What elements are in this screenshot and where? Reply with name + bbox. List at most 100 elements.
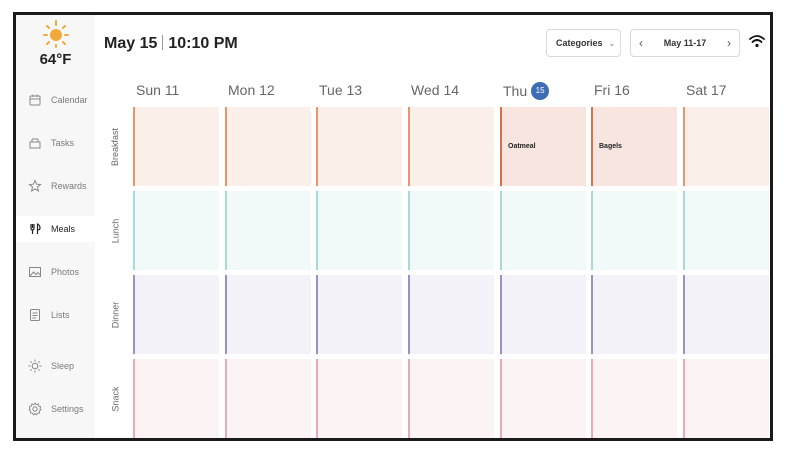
day-header-wed: Wed 14 xyxy=(411,82,459,98)
meal-row-label-text: Snack xyxy=(110,385,121,412)
meal-cell-lunch-sun[interactable] xyxy=(133,191,219,270)
sidebar-item-label: Meals xyxy=(51,224,76,234)
meal-row-label-lunch: Lunch xyxy=(108,191,122,270)
photos-icon xyxy=(29,267,41,277)
meal-cell-snack-thu[interactable] xyxy=(500,359,586,438)
meal-color-bar xyxy=(500,191,502,270)
day-header-tue: Tue 13 xyxy=(319,82,362,98)
meal-row-label-text: Dinner xyxy=(110,301,121,328)
chevron-down-icon: ⌄ xyxy=(608,38,616,48)
meals-icon xyxy=(30,223,41,234)
day-name: Tue xyxy=(319,82,343,98)
day-number: 12 xyxy=(259,82,275,98)
meal-color-bar xyxy=(500,275,502,354)
categories-dropdown[interactable]: Categories ⌄ xyxy=(546,29,621,57)
meal-color-bar xyxy=(133,107,135,186)
meal-color-bar xyxy=(316,359,318,438)
meal-row-label-text: Lunch xyxy=(110,218,120,243)
meal-cell-lunch-mon[interactable] xyxy=(225,191,311,270)
sidebar-item-lists[interactable]: Lists xyxy=(16,302,95,328)
day-number: 11 xyxy=(164,82,180,98)
meal-row-label-breakfast: Breakfast xyxy=(108,107,122,186)
meal-color-bar xyxy=(316,191,318,270)
tasks-icon xyxy=(29,138,41,149)
current-date: May 15 xyxy=(104,35,158,52)
day-header-sat: Sat 17 xyxy=(686,82,726,98)
meal-cell-dinner-sat[interactable] xyxy=(683,275,769,354)
meal-cell-dinner-wed[interactable] xyxy=(408,275,494,354)
meal-cell-breakfast-wed[interactable] xyxy=(408,107,494,186)
sidebar-item-photos[interactable]: Photos xyxy=(16,259,95,285)
meal-cell-dinner-fri[interactable] xyxy=(591,275,677,354)
calendar-icon xyxy=(29,94,41,106)
sidebar-item-rewards[interactable]: Rewards xyxy=(16,173,95,199)
day-number: 13 xyxy=(346,82,363,98)
meal-color-bar xyxy=(225,191,227,270)
meal-color-bar xyxy=(408,191,410,270)
datetime-divider xyxy=(162,35,164,50)
temperature: 64°F xyxy=(39,51,72,68)
meal-cell-breakfast-tue[interactable] xyxy=(316,107,402,186)
chevron-left-icon[interactable]: ‹ xyxy=(639,36,643,50)
current-time: 10:10 PM xyxy=(168,35,238,52)
meal-cell-lunch-wed[interactable] xyxy=(408,191,494,270)
day-number: 17 xyxy=(710,82,727,98)
meal-cell-breakfast-thu[interactable]: Oatmeal xyxy=(500,107,586,186)
meal-cell-snack-fri[interactable] xyxy=(591,359,677,438)
sun-icon xyxy=(42,20,69,48)
wifi-icon xyxy=(749,35,765,48)
meal-cell-dinner-tue[interactable] xyxy=(316,275,402,354)
meal-color-bar xyxy=(500,107,502,186)
day-name: Sun xyxy=(136,82,161,98)
categories-label: Categories xyxy=(556,38,603,48)
meal-cell-breakfast-fri[interactable]: Bagels xyxy=(591,107,677,186)
meal-cell-snack-wed[interactable] xyxy=(408,359,494,438)
meal-color-bar xyxy=(591,275,593,354)
meal-cell-snack-sat[interactable] xyxy=(683,359,769,438)
rewards-icon xyxy=(28,179,42,193)
sidebar-item-label: Settings xyxy=(51,404,84,414)
meal-color-bar xyxy=(133,359,135,438)
meal-row-label-dinner: Dinner xyxy=(108,275,122,354)
meal-color-bar xyxy=(408,107,410,186)
meal-cell-snack-mon[interactable] xyxy=(225,359,311,438)
meal-color-bar xyxy=(316,107,318,186)
meal-entry[interactable]: Bagels xyxy=(599,143,622,150)
meal-cell-dinner-mon[interactable] xyxy=(225,275,311,354)
meal-cell-breakfast-sun[interactable] xyxy=(133,107,219,186)
meal-color-bar xyxy=(683,359,685,438)
sidebar-item-meals[interactable]: Meals xyxy=(16,216,95,242)
meal-cell-lunch-sat[interactable] xyxy=(683,191,769,270)
meal-cell-breakfast-sat[interactable] xyxy=(683,107,769,186)
sidebar-item-calendar[interactable]: Calendar xyxy=(16,87,95,113)
meal-cell-dinner-thu[interactable] xyxy=(500,275,586,354)
sidebar-item-label: Lists xyxy=(51,310,70,320)
day-header-mon: Mon 12 xyxy=(228,82,275,98)
week-navigator: ‹ May 11-17 › xyxy=(630,29,740,57)
meal-color-bar xyxy=(133,191,135,270)
meal-cell-breakfast-mon[interactable] xyxy=(225,107,311,186)
meal-cell-snack-tue[interactable] xyxy=(316,359,402,438)
meal-cell-lunch-fri[interactable] xyxy=(591,191,677,270)
day-header-thu: Thu 15 xyxy=(503,82,550,100)
sidebar-item-label: Tasks xyxy=(51,138,75,148)
sidebar-item-tasks[interactable]: Tasks xyxy=(16,130,95,156)
sidebar-item-label: Sleep xyxy=(51,361,75,371)
meal-cell-snack-sun[interactable] xyxy=(133,359,219,438)
chevron-right-icon[interactable]: › xyxy=(727,36,731,50)
meal-color-bar xyxy=(683,191,685,270)
sidebar-item-sleep[interactable]: Sleep xyxy=(16,353,95,379)
meal-cell-lunch-tue[interactable] xyxy=(316,191,402,270)
meal-color-bar xyxy=(500,359,502,438)
meal-cell-dinner-sun[interactable] xyxy=(133,275,219,354)
meal-color-bar xyxy=(591,191,593,270)
app-screen: 64°F Calendar Tasks Rewards Meals Photos List… xyxy=(13,12,773,441)
meal-entry[interactable]: Oatmeal xyxy=(508,143,536,150)
meal-row-label-snack: Snack xyxy=(108,359,122,438)
settings-icon xyxy=(28,402,42,416)
meal-cell-lunch-thu[interactable] xyxy=(500,191,586,270)
sidebar-item-settings[interactable]: Settings xyxy=(16,396,95,422)
day-number: 14 xyxy=(443,82,460,98)
week-range: May 11-17 xyxy=(663,38,707,48)
day-header-fri: Fri 16 xyxy=(594,82,630,98)
